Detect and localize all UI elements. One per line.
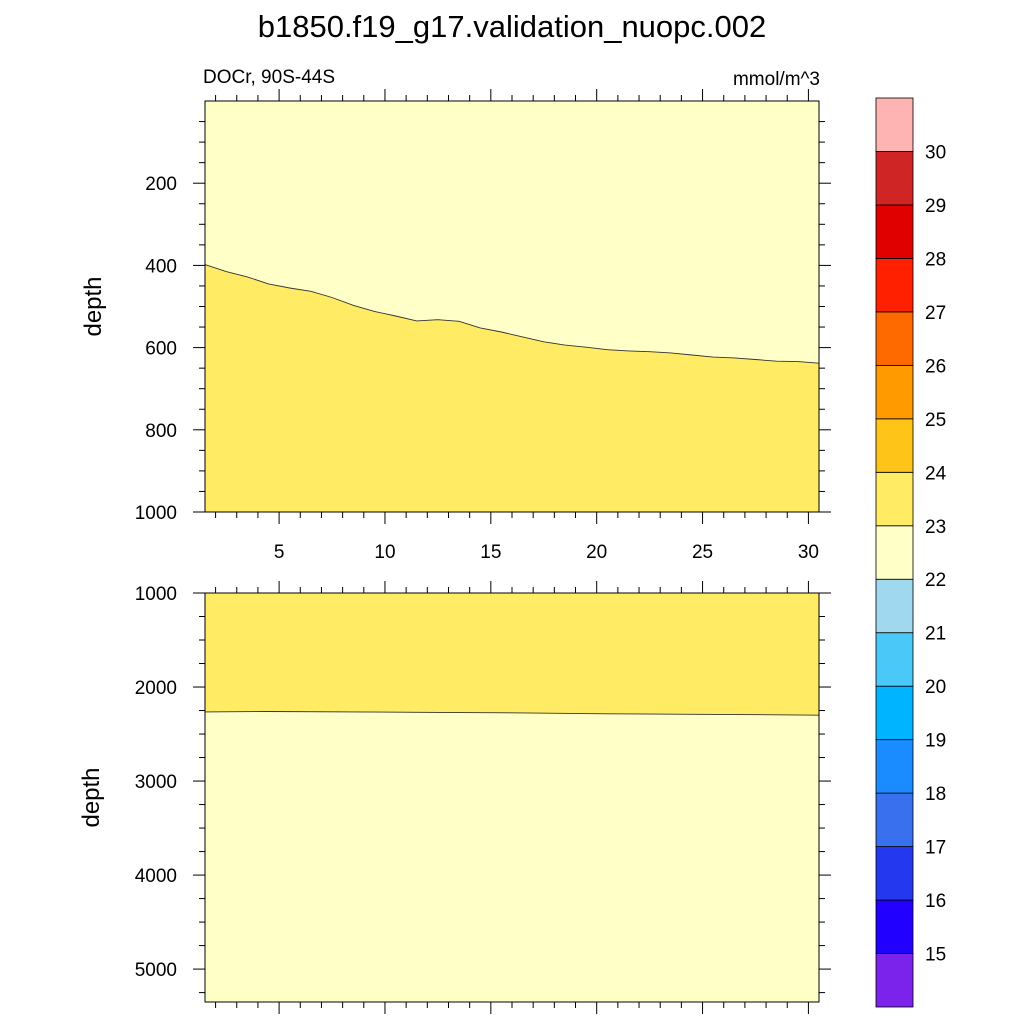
- colorbar-bin-6: [875, 632, 914, 687]
- y-axis-label-upper: depth: [80, 276, 107, 336]
- panel-lower: 1000 2000 3000 4000 5000 depth: [78, 581, 831, 1014]
- colorbar-label-23: 23: [925, 517, 946, 538]
- colorbar-label-18: 18: [925, 784, 946, 805]
- y-tick-label-upper-400: 400: [145, 256, 177, 277]
- units-label: mmol/m^3: [733, 69, 820, 90]
- y-tick-label-upper-1000: 1000: [135, 503, 177, 524]
- contour-line-upper: [204, 264, 820, 364]
- y-tick-label-upper-600: 600: [145, 339, 177, 360]
- colorbar-label-20: 20: [925, 677, 946, 698]
- y-tick-label-lower-5000: 5000: [135, 960, 177, 981]
- colorbar-label-24: 24: [925, 463, 947, 484]
- colorbar-bin-14: [875, 204, 914, 259]
- colorbar-bin-13: [875, 258, 914, 313]
- x-tick-label-30: 30: [798, 542, 819, 563]
- colorbar-bin-10: [875, 418, 914, 473]
- colorbar-label-19: 19: [925, 731, 946, 752]
- x-tick-label-25: 25: [692, 542, 713, 563]
- colorbar-bin-4: [875, 739, 914, 794]
- x-tick-label-5: 5: [274, 542, 285, 563]
- y-tick-label-upper-800: 800: [145, 421, 177, 442]
- panel-upper: 5 10 15 20 25 30 200 400 600 800 1000 depth: [80, 89, 831, 563]
- colorbar-bin-3: [875, 792, 914, 847]
- y-tick-label-lower-4000: 4000: [135, 866, 177, 887]
- colorbar-label-29: 29: [925, 196, 946, 217]
- variable-label: DOCr, 90S-44S: [203, 67, 335, 88]
- colorbar-bin-0: [875, 953, 914, 1008]
- colorbar-label-25: 25: [925, 410, 946, 431]
- y-axis-label-lower: depth: [78, 767, 105, 827]
- y-tick-label-upper-200: 200: [145, 174, 177, 195]
- colorbar-bin-8: [875, 525, 914, 580]
- colorbar-label-22: 22: [925, 570, 946, 591]
- colorbar-bin-12: [875, 311, 914, 366]
- colorbar: 15 16 17 18 19 20 21 22 23 24 25 26 27 28 29 30: [875, 97, 947, 1008]
- region-upper-below: [205, 264, 819, 512]
- colorbar-bin-15: [875, 151, 914, 206]
- x-tick-label-10: 10: [374, 542, 395, 563]
- colorbar-label-15: 15: [925, 945, 946, 966]
- colorbar-label-26: 26: [925, 356, 946, 377]
- y-tick-label-lower-1000: 1000: [135, 584, 177, 605]
- colorbar-bin-9: [875, 471, 914, 527]
- chart-title: b1850.f19_g17.validation_nuopc.002: [258, 9, 767, 44]
- colorbar-bin-16: [875, 97, 914, 152]
- y-tick-label-lower-2000: 2000: [135, 678, 177, 699]
- colorbar-label-28: 28: [925, 249, 946, 270]
- colorbar-label-21: 21: [925, 624, 946, 645]
- region-lower-below: [205, 711, 819, 1002]
- y-tick-label-lower-3000: 3000: [135, 772, 177, 793]
- colorbar-bin-2: [875, 846, 914, 901]
- contour-line-lower: [204, 711, 820, 716]
- x-tick-label-20: 20: [586, 542, 607, 563]
- colorbar-bin-11: [875, 364, 914, 420]
- colorbar-label-16: 16: [925, 891, 946, 912]
- colorbar-label-30: 30: [925, 142, 946, 163]
- colorbar-label-17: 17: [925, 838, 946, 859]
- colorbar-bin-5: [875, 685, 914, 741]
- colorbar-bin-7: [875, 578, 914, 634]
- x-tick-label-15: 15: [480, 542, 501, 563]
- colorbar-bin-1: [875, 899, 914, 954]
- colorbar-label-27: 27: [925, 303, 946, 324]
